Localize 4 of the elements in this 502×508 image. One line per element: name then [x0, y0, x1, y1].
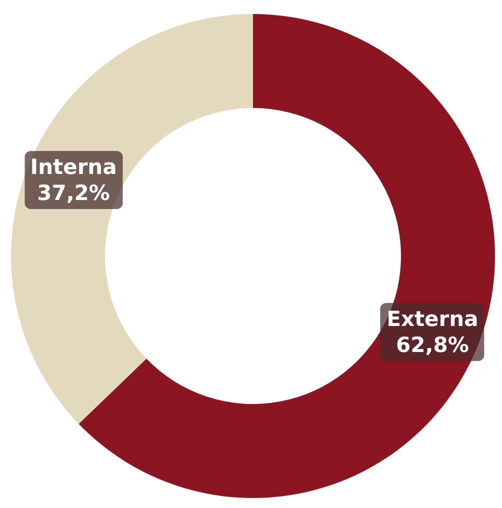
data-label: 37,2%: [36, 180, 111, 206]
data-label: 62,8%: [395, 332, 470, 358]
slice-label: Externa: [386, 306, 478, 332]
slice-label: Interna: [30, 154, 117, 180]
